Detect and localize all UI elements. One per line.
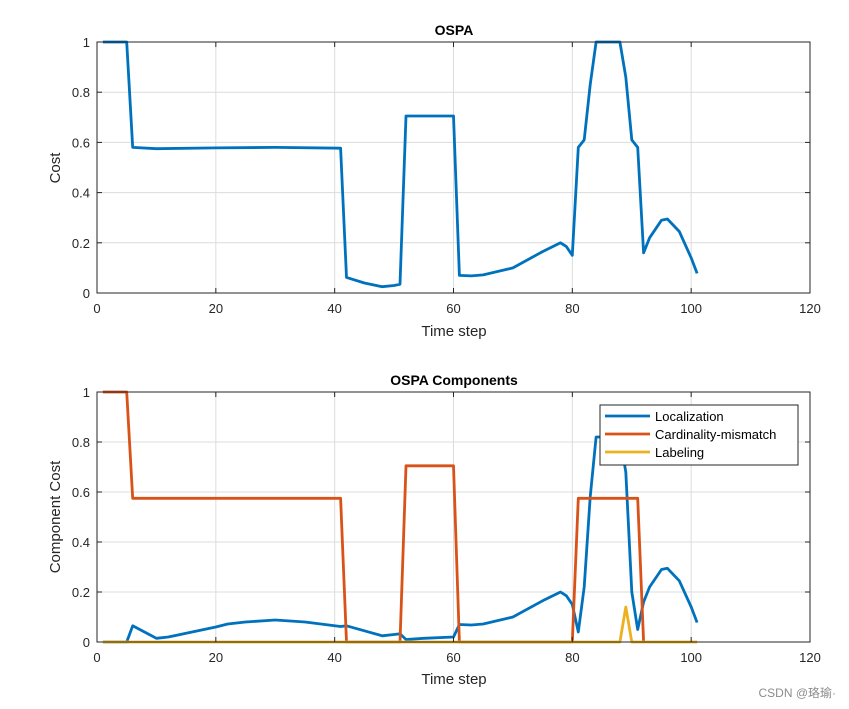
x-tick-label: 120 (799, 301, 821, 316)
y-tick-label: 0.2 (72, 236, 90, 251)
y-tick-label: 0.4 (72, 535, 90, 550)
legend: Localization Cardinality-mismatch Labeling (599, 404, 799, 466)
y-axis-label: Component Cost (47, 460, 64, 573)
ospa-components-plot: 0 20 40 60 80 100 120 0 0.2 0.4 0.6 0.8 1 Localizatio… (47, 372, 821, 688)
y-tick-label: 0 (83, 635, 90, 650)
y-tick-label: 1 (83, 385, 90, 400)
series-line-0 (102, 40, 699, 289)
ospa-plot: 0 20 40 60 80 100 120 0 0.2 0.4 0.6 0.8 1 OSPA Time st… (47, 22, 821, 340)
series-line-cardinality-mismatch (102, 390, 645, 644)
x-tick-label: 120 (799, 650, 821, 665)
x-axis-label: Time step (421, 323, 486, 340)
x-tick-label: 40 (327, 301, 341, 316)
legend-label: Labeling (655, 445, 704, 460)
legend-label: Localization (655, 409, 724, 424)
y-tick-label: 0.8 (72, 85, 90, 100)
y-tick-label: 0.8 (72, 435, 90, 450)
x-tick-label: 40 (327, 650, 341, 665)
x-tick-label: 60 (446, 650, 460, 665)
x-tick-label: 100 (680, 301, 702, 316)
x-tick-label: 20 (209, 650, 223, 665)
watermark-text: CSDN @珞瑜· (758, 685, 836, 700)
y-tick-label: 0.6 (72, 485, 90, 500)
x-tick-label: 0 (93, 650, 100, 665)
y-tick-label: 0 (83, 286, 90, 301)
y-tick-label: 0.4 (72, 186, 90, 201)
x-tick-label: 100 (680, 650, 702, 665)
series-line-localization (102, 435, 699, 644)
y-axis-label: Cost (47, 152, 64, 184)
x-tick-label: 60 (446, 301, 460, 316)
y-tick-label: 0.6 (72, 135, 90, 150)
legend-label: Cardinality-mismatch (655, 427, 776, 442)
y-tick-label: 1 (83, 35, 90, 50)
x-tick-label: 80 (565, 650, 579, 665)
chart-title: OSPA (435, 22, 474, 38)
x-tick-label: 20 (209, 301, 223, 316)
x-axis-label: Time step (421, 671, 486, 688)
chart-title: OSPA Components (390, 372, 518, 388)
y-tick-label: 0.2 (72, 585, 90, 600)
x-tick-label: 0 (93, 301, 100, 316)
x-tick-label: 80 (565, 301, 579, 316)
